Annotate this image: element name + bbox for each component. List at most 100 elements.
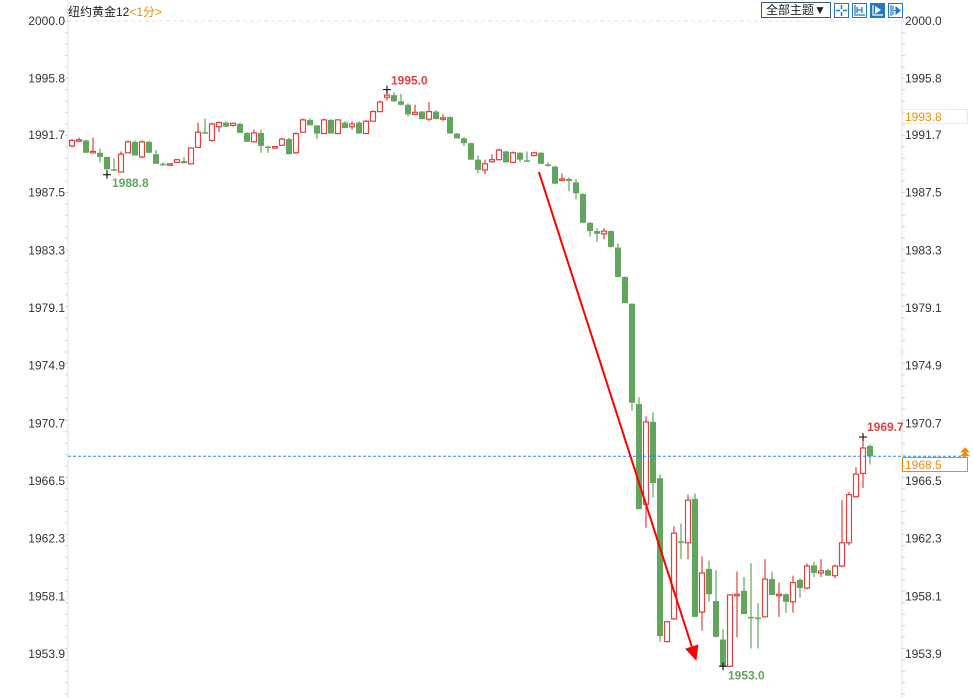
theme-dropdown[interactable]: 全部主题▼ xyxy=(761,2,831,18)
candle-body xyxy=(75,139,83,142)
candle-body xyxy=(362,120,370,135)
axes: 2000.0 2000.0 1995.8 1995.8 1991.7 1991.7 1987… xyxy=(28,0,942,698)
candle-body xyxy=(138,141,146,158)
right-tick-label: 1953.9 xyxy=(905,647,942,661)
candle-body xyxy=(187,147,195,165)
candle xyxy=(258,129,264,153)
candle xyxy=(545,162,551,167)
candle xyxy=(68,139,76,148)
candle-body xyxy=(852,473,860,498)
candle xyxy=(342,121,348,129)
candle-body xyxy=(720,639,726,667)
candle-body xyxy=(845,494,853,544)
candle xyxy=(348,121,356,130)
candle xyxy=(566,177,572,192)
play-icon[interactable] xyxy=(869,2,885,18)
candle xyxy=(503,150,509,163)
candle-body xyxy=(320,119,328,135)
candle-body xyxy=(286,139,292,155)
candle-body xyxy=(545,164,551,166)
right-tick-label: 1974.9 xyxy=(905,359,942,373)
candle xyxy=(439,114,447,122)
candle xyxy=(509,151,517,164)
candle-body xyxy=(789,581,797,603)
candle xyxy=(797,578,803,598)
candle xyxy=(608,230,614,248)
candle xyxy=(250,129,258,143)
candle-body xyxy=(741,590,747,615)
candle xyxy=(124,140,132,154)
candle-body xyxy=(250,132,258,143)
candle xyxy=(194,122,202,148)
candle-body xyxy=(223,122,229,127)
candle xyxy=(166,163,174,166)
candle-body xyxy=(342,122,348,129)
left-tick-label: 2000.0 xyxy=(28,14,65,28)
zoom-fit-icon[interactable] xyxy=(851,2,867,18)
candle-body xyxy=(292,132,300,154)
candle-body xyxy=(573,182,579,194)
candle xyxy=(83,139,89,153)
candle xyxy=(75,137,83,142)
candle-body xyxy=(622,277,628,304)
overlays: 1995.0 1988.8 1953.0 1969.7 xyxy=(68,74,970,682)
candle-body xyxy=(629,303,635,403)
candle xyxy=(173,158,181,164)
candle xyxy=(733,571,741,638)
candle-body xyxy=(867,445,873,457)
candle xyxy=(314,125,320,140)
candle-body xyxy=(265,146,271,149)
candle xyxy=(376,100,384,113)
candle xyxy=(132,140,138,156)
candle-body xyxy=(111,169,117,171)
candle xyxy=(678,523,684,560)
candle xyxy=(663,621,671,643)
candle-body xyxy=(215,122,223,128)
candle xyxy=(89,137,97,154)
candle xyxy=(454,132,460,139)
candle xyxy=(692,493,698,617)
candle-body xyxy=(454,133,460,139)
candle xyxy=(405,103,411,117)
candle-body xyxy=(552,166,558,184)
candle xyxy=(138,140,146,159)
candle xyxy=(117,151,125,173)
candle-body xyxy=(356,122,362,134)
candle-body xyxy=(803,565,811,589)
candle xyxy=(748,563,754,649)
candle xyxy=(817,559,825,578)
candle-body xyxy=(838,542,846,567)
candle-body xyxy=(566,178,572,181)
candle xyxy=(629,303,635,411)
high-price-label: 1995.0 xyxy=(391,74,428,88)
candle xyxy=(271,145,279,149)
candle xyxy=(811,561,817,578)
candle-body xyxy=(419,111,425,120)
candle-body xyxy=(755,617,761,620)
candle xyxy=(670,526,678,620)
candle xyxy=(181,156,187,164)
candle xyxy=(789,575,797,613)
crosshair-icon[interactable] xyxy=(833,2,849,18)
candle xyxy=(153,150,159,164)
candle xyxy=(741,577,747,615)
candles xyxy=(68,89,873,667)
candle-body xyxy=(650,421,656,484)
candle xyxy=(244,132,250,142)
candle-body xyxy=(334,119,342,135)
extreme-marker xyxy=(103,170,111,179)
candle-body xyxy=(391,95,397,102)
price-alert-icon xyxy=(960,447,970,457)
period-selector[interactable]: <1分> xyxy=(129,5,163,19)
candle-body xyxy=(348,123,356,128)
candle-body xyxy=(146,141,152,153)
candle-body xyxy=(698,572,706,613)
left-tick-label: 1970.7 xyxy=(28,416,65,430)
right-tick-label: 1979.1 xyxy=(905,301,942,315)
candle xyxy=(369,110,377,122)
candle-body xyxy=(600,230,608,235)
candle xyxy=(622,276,628,304)
move-right-icon[interactable] xyxy=(887,2,903,18)
low-price-label-left: 1988.8 xyxy=(112,176,149,190)
